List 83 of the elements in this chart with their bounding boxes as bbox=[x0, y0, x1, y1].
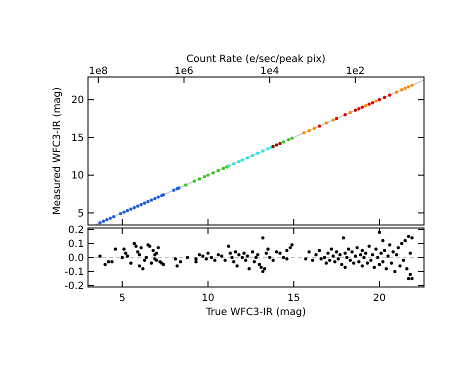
x2-tick-label: 1e6 bbox=[174, 66, 194, 77]
point bbox=[136, 204, 140, 208]
x-tick-label: 20 bbox=[373, 293, 386, 304]
point bbox=[192, 180, 196, 183]
point bbox=[378, 98, 382, 102]
point bbox=[132, 206, 136, 210]
point bbox=[232, 162, 236, 166]
point bbox=[404, 86, 407, 90]
x-tick-label: 5 bbox=[119, 293, 126, 304]
point bbox=[344, 113, 347, 116]
point bbox=[357, 107, 360, 110]
y-axis-title: Measured WFC3-IR (mag) bbox=[52, 87, 63, 215]
point bbox=[206, 174, 210, 177]
point bbox=[246, 156, 250, 160]
point bbox=[118, 212, 122, 216]
point bbox=[324, 121, 328, 125]
point bbox=[382, 96, 386, 99]
point bbox=[370, 101, 374, 104]
point bbox=[146, 200, 150, 204]
point bbox=[334, 116, 338, 120]
point bbox=[388, 94, 392, 97]
point bbox=[400, 88, 404, 92]
point bbox=[312, 126, 316, 130]
x2-tick-label: 1e2 bbox=[346, 66, 365, 77]
point bbox=[122, 210, 126, 214]
point bbox=[286, 138, 290, 142]
x2-axis-title: Count Rate (e/sec/peak pix) bbox=[186, 54, 326, 65]
point bbox=[237, 160, 240, 164]
point bbox=[184, 183, 188, 187]
point bbox=[212, 171, 215, 174]
point bbox=[112, 215, 116, 218]
point bbox=[98, 221, 102, 224]
y-tick-label: 10 bbox=[71, 170, 84, 182]
point bbox=[108, 216, 112, 220]
point bbox=[406, 85, 410, 88]
point bbox=[102, 220, 106, 223]
point bbox=[274, 143, 278, 147]
y-tick-label: 5 bbox=[78, 208, 84, 220]
point bbox=[156, 195, 160, 199]
y-tick-label: 0.1 bbox=[68, 238, 84, 250]
point bbox=[302, 131, 306, 134]
point bbox=[216, 169, 220, 172]
point bbox=[105, 218, 108, 222]
x2-tick-label: 1e4 bbox=[260, 66, 280, 77]
point bbox=[256, 152, 260, 155]
point bbox=[126, 209, 130, 212]
point bbox=[354, 108, 358, 112]
point bbox=[360, 106, 364, 109]
point bbox=[348, 110, 352, 114]
point bbox=[142, 202, 146, 205]
point bbox=[318, 124, 322, 128]
point bbox=[261, 149, 264, 153]
point bbox=[308, 129, 311, 132]
point bbox=[202, 175, 206, 178]
x-tick-label: 10 bbox=[202, 293, 214, 304]
point bbox=[368, 102, 371, 106]
y-tick-label: 20 bbox=[71, 95, 84, 106]
point bbox=[332, 118, 335, 122]
y-tick-label: -0.1 bbox=[64, 267, 84, 278]
point bbox=[410, 84, 414, 87]
y-tick-label: -0.2 bbox=[64, 281, 84, 292]
point bbox=[278, 142, 282, 146]
point bbox=[129, 208, 132, 211]
point bbox=[140, 203, 143, 206]
point bbox=[250, 154, 254, 158]
point bbox=[150, 198, 154, 202]
point bbox=[364, 104, 368, 108]
point bbox=[222, 166, 226, 170]
point bbox=[240, 158, 244, 162]
x2-tick-label: 1e8 bbox=[88, 66, 108, 77]
point bbox=[172, 188, 176, 192]
point bbox=[266, 147, 270, 150]
point bbox=[153, 196, 156, 200]
point bbox=[290, 136, 294, 140]
point bbox=[374, 100, 378, 103]
y-tick-label: 15 bbox=[71, 132, 84, 144]
point bbox=[198, 177, 202, 181]
point bbox=[394, 90, 398, 94]
y-tick-label: 0.0 bbox=[68, 253, 84, 264]
y-tick-label: 0.2 bbox=[68, 224, 84, 236]
x-axis-title: True WFC3-IR (mag) bbox=[204, 307, 306, 318]
point bbox=[282, 140, 286, 144]
x-tick-label: 15 bbox=[287, 293, 300, 304]
